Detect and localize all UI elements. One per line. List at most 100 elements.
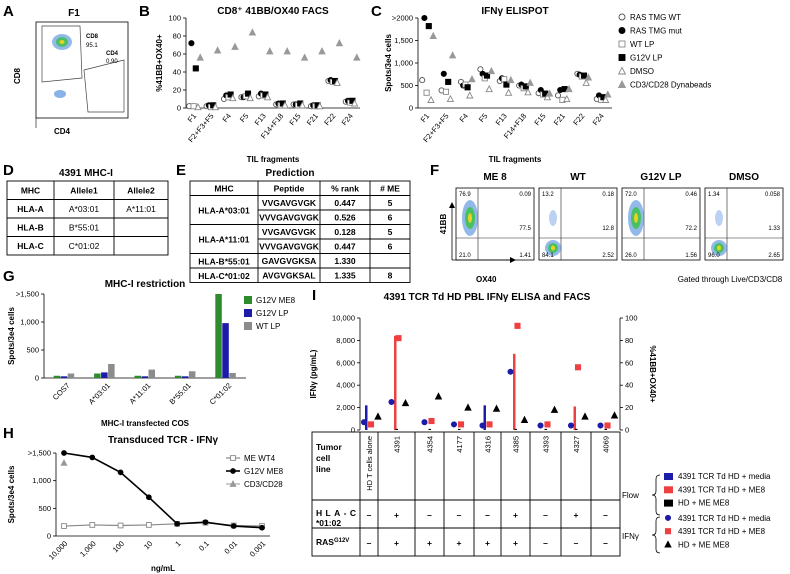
chart-i-ras-value: – xyxy=(367,538,372,548)
chart-i-ras-value: – xyxy=(543,538,548,548)
table-e-cell: AVGVGKSAL xyxy=(262,271,315,281)
chart-c-legend-label: DMSO xyxy=(630,67,654,76)
panel-f-y-axis: 41BB xyxy=(439,214,448,235)
chart-i-flow-bar xyxy=(604,428,607,430)
chart-b-y-tick-label: 0 xyxy=(177,104,181,113)
chart-i-ifng-point xyxy=(486,421,493,428)
panel-letter-f: F xyxy=(430,162,439,179)
chart-c-point xyxy=(522,83,529,90)
chart-i-cell-line-label: 4177 xyxy=(455,436,464,453)
chart-c-x-tick-label: F5 xyxy=(477,112,490,124)
panel-letter-a: A xyxy=(3,3,14,20)
chart-c-point xyxy=(427,95,435,103)
panel-f-density-core xyxy=(468,213,472,223)
chart-i-hla-value: – xyxy=(543,510,548,520)
panel-f-q3: 26.0 xyxy=(625,253,637,259)
panel-f-flow: 41BB OX40 Gated through Live/CD3/CD8 ME … xyxy=(439,172,784,284)
panel-f-plot-frame xyxy=(621,187,701,261)
chart-i-hla-value: – xyxy=(457,510,462,520)
chart-b-y-tick-label: 80 xyxy=(173,32,181,41)
chart-g: MHC-I restriction 0 500 1,000 >1,500Spots/3e… xyxy=(7,279,296,428)
chart-i-y-tick-label: 0 xyxy=(351,426,355,435)
chart-g-bar xyxy=(141,376,148,378)
panel-a-flow: F1 CD8 95.1 CD4 0.90 CD8 CD4 xyxy=(13,8,129,136)
chart-h-point xyxy=(117,522,124,529)
chart-b-point xyxy=(190,103,197,110)
chart-b-point xyxy=(192,65,199,72)
chart-i-ras-value: – xyxy=(603,538,608,548)
chart-i-cell-line-label: 4385 xyxy=(512,436,521,453)
chart-i-ifng-point xyxy=(520,415,529,423)
chart-h-y-tick-label: 0 xyxy=(47,532,51,541)
chart-c-point xyxy=(584,73,593,81)
chart-h: Transduced TCR - IFNγ 0 500 1,000 >1,500 Spot… xyxy=(7,435,284,573)
chart-g-y-tick-label: 500 xyxy=(26,346,39,355)
chart-i-hla-value: + xyxy=(394,510,399,520)
chart-i-hla-value: – xyxy=(367,510,372,520)
chart-i-y-tick-label: 8,000 xyxy=(336,336,355,345)
chart-i-y-tick-label: 4,000 xyxy=(336,381,355,390)
chart-b-point xyxy=(335,39,344,47)
chart-i-y2-y-tick-label: 0 xyxy=(625,426,629,435)
chart-h-legend-marker xyxy=(230,455,236,461)
chart-b-y-tick-label: 40 xyxy=(173,68,181,77)
panel-a-title: F1 xyxy=(68,8,80,19)
chart-b-point xyxy=(316,102,324,110)
panel-letter-b: B xyxy=(139,3,150,20)
chart-c-x-tick-label: F15 xyxy=(532,112,547,128)
panel-f-q2: 0.09 xyxy=(519,192,531,198)
table-d-header: Allele1 xyxy=(70,186,98,196)
chart-i-cell-line-label: 4327 xyxy=(572,436,581,453)
chart-g-bar xyxy=(94,373,101,378)
panel-letter-c: C xyxy=(371,3,382,20)
chart-c-x-tick-label: F13 xyxy=(494,112,509,128)
chart-c-legend-marker xyxy=(618,54,626,61)
chart-i-ifng-point xyxy=(421,419,428,426)
chart-i-legend-marker xyxy=(664,528,672,535)
chart-i-ifng-point xyxy=(604,422,611,429)
table-e-header: Peptide xyxy=(274,184,305,194)
chart-c-point xyxy=(580,72,588,79)
chart-i-flow-bar xyxy=(514,428,517,430)
chart-c-point xyxy=(442,88,450,95)
table-e-cell: 0.447 xyxy=(334,242,356,252)
panel-f-density-faint xyxy=(549,210,557,226)
chart-c-point xyxy=(448,51,457,59)
chart-h-point xyxy=(202,519,209,526)
chart-g-x-tick-label: B*55:01 xyxy=(168,381,193,406)
panel-f-gate: 12.8 xyxy=(602,226,614,232)
chart-g-y-tick-label: 1,000 xyxy=(20,318,39,327)
chart-c-point xyxy=(425,23,432,30)
panel-f-q3: 21.0 xyxy=(459,253,471,259)
chart-i-ifng-point xyxy=(574,364,582,371)
panel-letter-h: H xyxy=(3,425,14,442)
panel-f-gate: 1.33 xyxy=(768,226,780,232)
panel-f-q1: 1.34 xyxy=(708,192,720,198)
chart-i-ifng-point xyxy=(479,422,486,429)
chart-g-legend-swatch xyxy=(244,296,252,304)
chart-g-bar xyxy=(101,372,108,378)
panel-f-x-axis: OX40 xyxy=(476,275,497,284)
panel-f-q2: 0.058 xyxy=(765,192,781,198)
chart-h-point xyxy=(89,522,96,528)
chart-i-ras-value: + xyxy=(513,538,518,548)
table-e-cell: GAVGVGKSA xyxy=(262,256,317,266)
table-d-cell: HLA-C xyxy=(17,241,43,251)
chart-i-legend-label: 4391 TCR Td HD + ME8 xyxy=(678,485,766,494)
chart-b-x-tick-label: F22 xyxy=(322,112,337,128)
chart-c-x-label: TIL fragments xyxy=(489,155,542,164)
chart-h-legend-label: CD3/CD28 xyxy=(244,480,283,489)
panel-f-q1: 72.0 xyxy=(625,192,637,198)
table-e-cell: 6 xyxy=(388,213,393,223)
chart-i-legend-flow-label: Flow xyxy=(622,491,639,500)
chart-b-point xyxy=(263,93,272,101)
chart-i-ifng-point xyxy=(457,421,465,428)
panel-a-density-core xyxy=(59,40,65,44)
chart-b-x-tick-label: F1 xyxy=(186,112,199,124)
chart-c-legend-label: RAS TMG WT xyxy=(630,13,681,22)
chart-i-legend-label: HD + ME ME8 xyxy=(678,499,730,508)
chart-h-point xyxy=(89,454,96,461)
chart-i-flow-bar xyxy=(483,405,486,430)
chart-g-bar xyxy=(148,369,155,378)
chart-h-x-tick-label: 0.01 xyxy=(222,539,239,556)
